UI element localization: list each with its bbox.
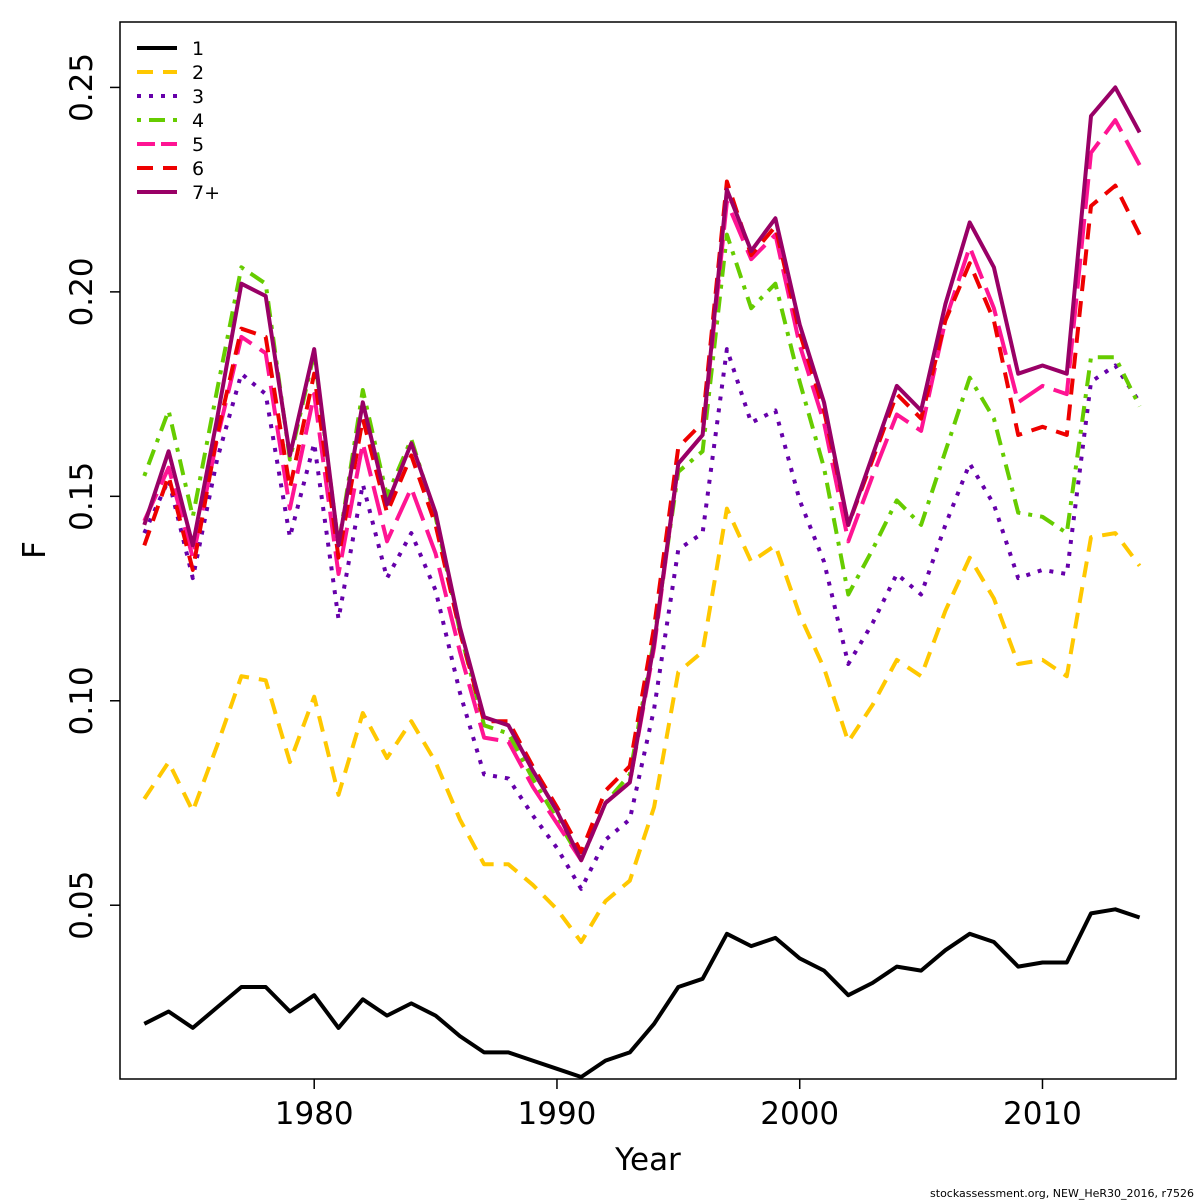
series-line-1 <box>143 907 1141 1079</box>
y-axis-title: F <box>17 541 53 559</box>
legend-label: 6 <box>192 158 204 180</box>
y-tick-label: 0.10 <box>64 666 100 735</box>
x-tick-label: 1980 <box>275 1096 354 1132</box>
x-tick-label: 2010 <box>1003 1096 1082 1132</box>
y-tick-label: 0.15 <box>64 462 100 531</box>
legend-label: 3 <box>192 86 204 108</box>
x-axis-title: Year <box>614 1142 681 1178</box>
x-axis: 1980 1990 2000 2010 <box>275 1079 1082 1132</box>
series-line-7plus <box>142 85 1142 863</box>
y-tick-label: 0.25 <box>64 53 100 122</box>
legend-label: 5 <box>192 134 204 156</box>
plot-frame <box>119 21 1177 1080</box>
y-tick-label: 0.20 <box>64 257 100 326</box>
series-layer <box>142 85 1142 1079</box>
x-tick-label: 1990 <box>518 1096 597 1132</box>
series-line-3 <box>142 347 1142 891</box>
legend-label: 2 <box>192 62 204 84</box>
y-tick-label: 0.05 <box>64 871 100 940</box>
legend-label: 4 <box>192 110 204 132</box>
x-tick-label: 2000 <box>760 1096 839 1132</box>
footer-credit: stockassessment.org, NEW_HeR30_2016, r75… <box>930 1187 1194 1200</box>
legend-label: 7+ <box>192 182 220 204</box>
y-axis: 0.05 0.10 0.15 0.20 0.25 <box>64 53 120 940</box>
legend-label: 1 <box>192 38 204 60</box>
